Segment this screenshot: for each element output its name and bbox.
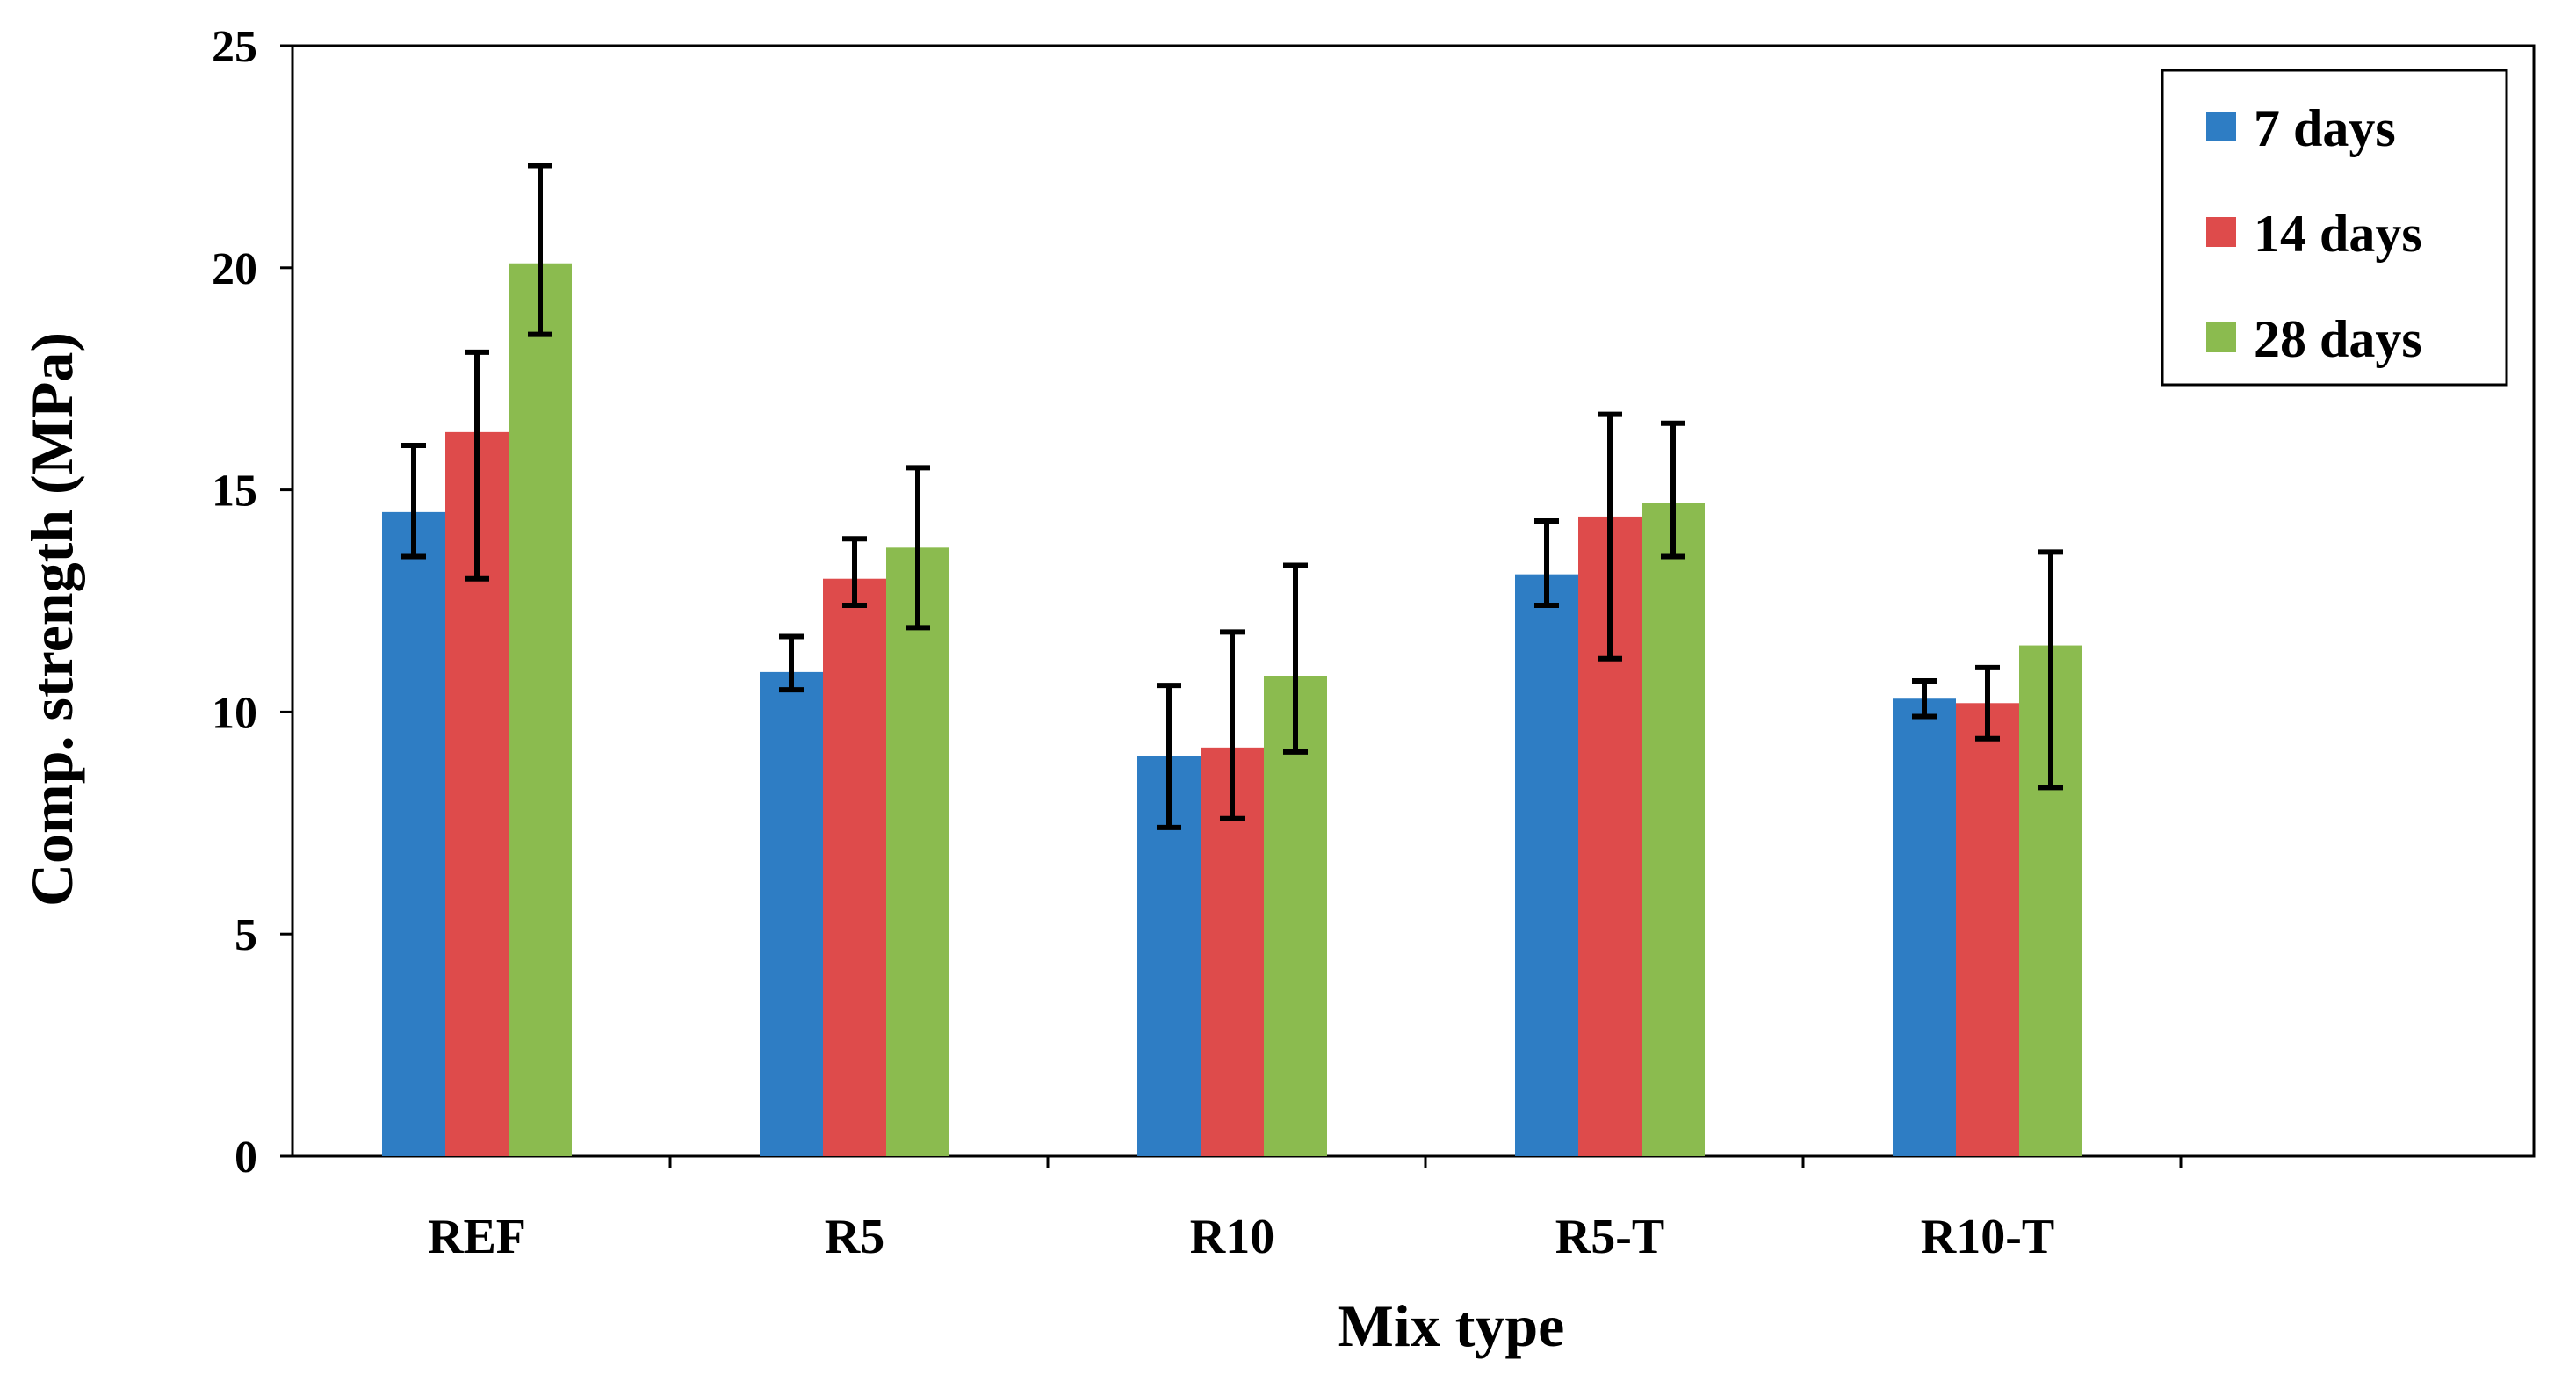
legend: 7 days 14 days 28 days [2161, 69, 2508, 387]
y-tick-label: 20 [212, 244, 257, 294]
bar [509, 263, 572, 1156]
legend-label: 28 days [2254, 310, 2422, 368]
bar [886, 547, 949, 1156]
x-tick-label: R10-T [1921, 1210, 2054, 1264]
y-axis-label: Comp. strength (MPa) [18, 332, 85, 907]
x-tick-label: REF [428, 1210, 526, 1264]
y-tick-label: 0 [235, 1132, 257, 1183]
legend-swatch [2206, 322, 2236, 352]
bar [760, 671, 823, 1156]
bar [1956, 703, 2019, 1156]
y-tick-label: 5 [235, 910, 257, 960]
plot-area: 0 5 10 15 20 25 REF R5 R10 R5-T R10-T 7 days 14 days… [212, 22, 2536, 1264]
legend-label: 7 days [2254, 99, 2396, 157]
bar [823, 578, 886, 1156]
y-tick-label: 15 [212, 467, 257, 517]
bar [382, 511, 445, 1156]
x-axis-label: Mix type [1338, 1292, 1565, 1359]
bar [1515, 574, 1578, 1156]
bar [1893, 698, 1956, 1156]
plot-frame [291, 44, 2536, 1158]
bar [1264, 676, 1327, 1156]
x-tick-label: R5 [825, 1210, 884, 1264]
y-tick-label: 10 [212, 688, 257, 738]
legend-swatch [2206, 217, 2236, 247]
x-tick-label: R5-T [1555, 1210, 1664, 1264]
legend-swatch [2206, 112, 2236, 141]
bar [1642, 503, 1705, 1156]
legend-label: 14 days [2254, 205, 2422, 263]
x-tick-label: R10 [1190, 1210, 1274, 1264]
y-tick-label: 25 [212, 22, 257, 72]
